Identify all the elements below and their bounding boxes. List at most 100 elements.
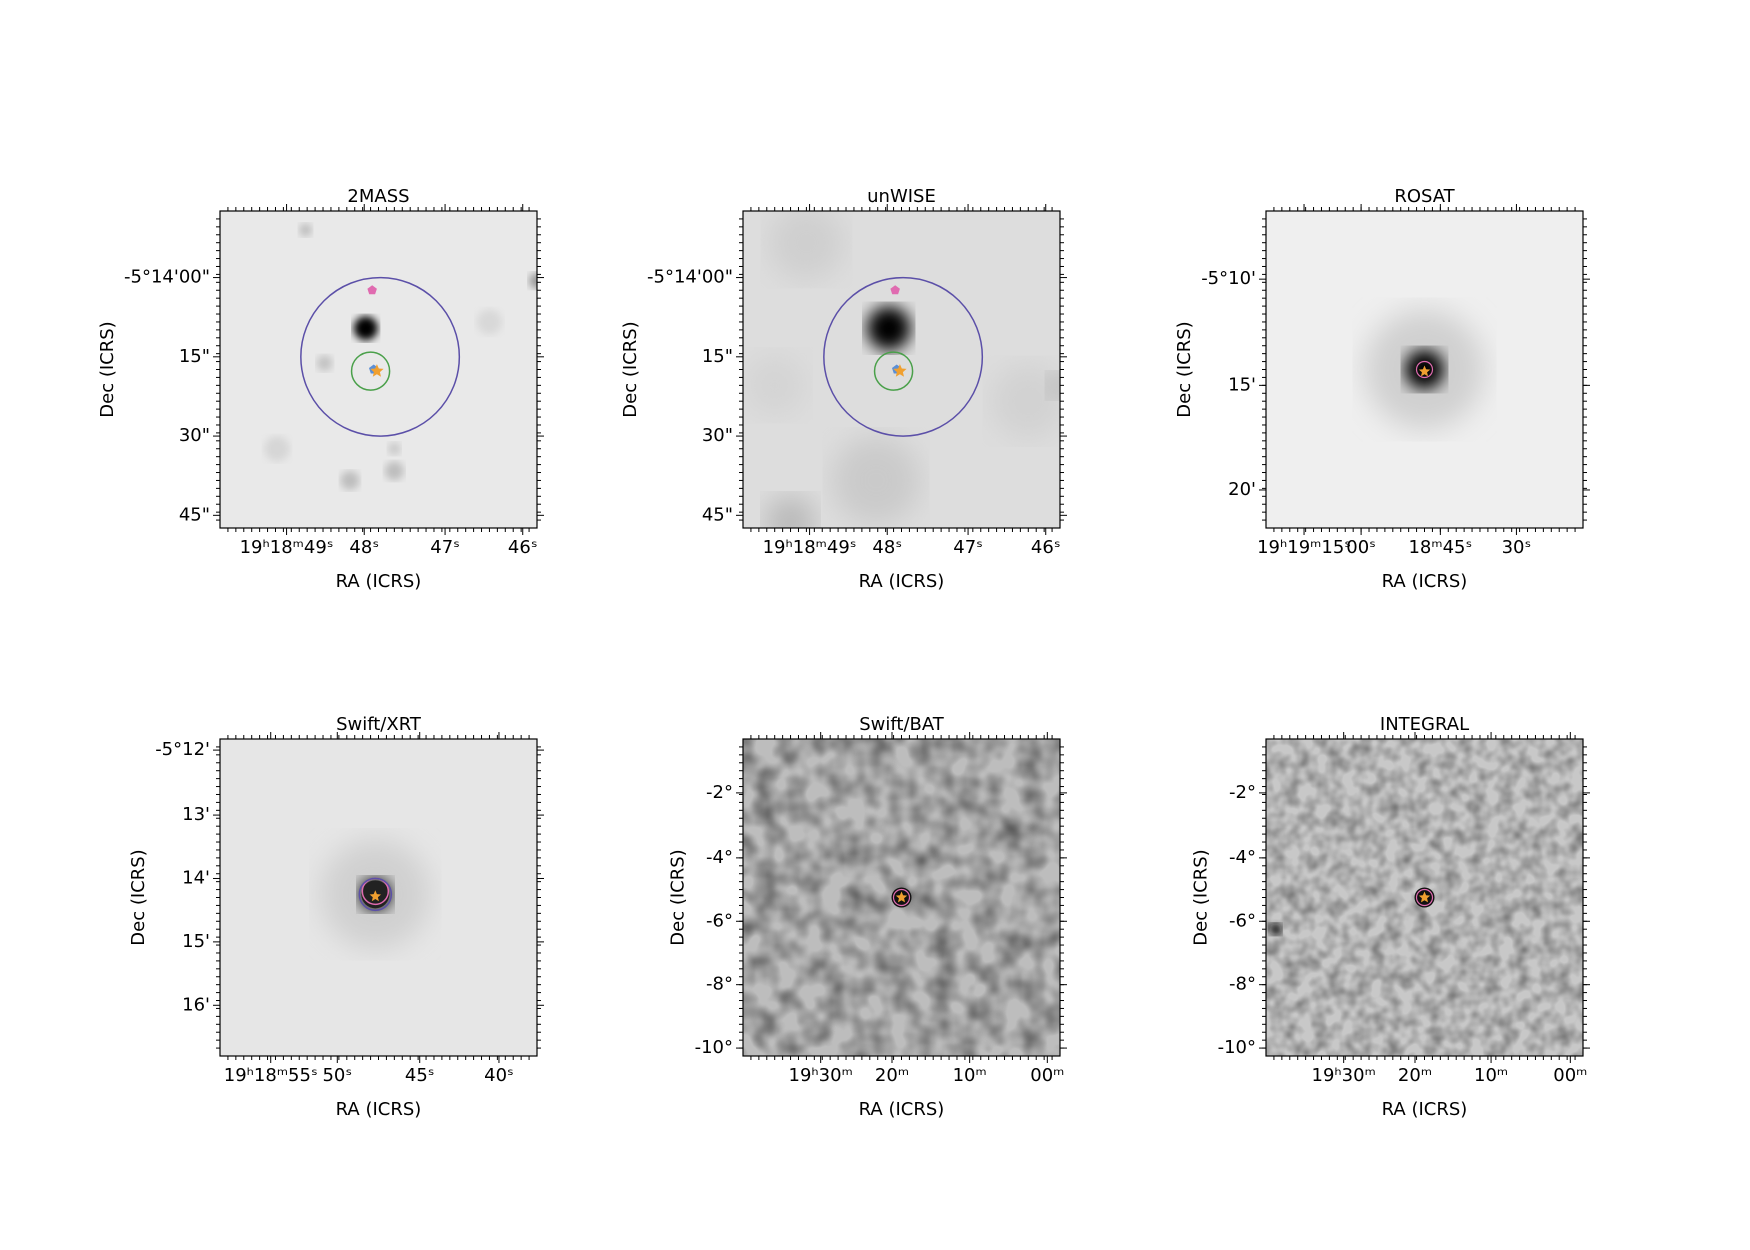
x-tick-label: 19ʰ18ᵐ49ˢ: [763, 537, 857, 558]
x-tick-label: 19ʰ18ᵐ55ˢ: [224, 1065, 318, 1086]
panel-title: INTEGRAL: [1380, 714, 1469, 735]
source-blob: [990, 363, 1060, 440]
x-tick-label: 48ˢ: [349, 537, 379, 558]
panel-title: ROSAT: [1394, 186, 1455, 207]
x-tick-label: 47ˢ: [430, 537, 460, 558]
x-axis-label: RA (ICRS): [336, 1099, 422, 1120]
y-tick-label: -5°14'00": [124, 267, 210, 288]
y-axis-label: Dec (ICRS): [1191, 849, 1212, 945]
marker-star: [895, 891, 908, 903]
x-tick-label: 45ˢ: [405, 1065, 435, 1086]
y-tick-label: 16': [182, 994, 210, 1015]
marker-star: [369, 890, 381, 902]
marker-star: [1418, 891, 1431, 903]
error-circle: [823, 276, 984, 437]
image: [1266, 739, 1583, 1056]
y-tick-label: 45": [702, 504, 733, 525]
y-tick-label: 15": [179, 346, 210, 367]
source-blob: [340, 470, 360, 490]
source-blob: [1047, 372, 1060, 399]
y-tick-label: 30": [179, 425, 210, 446]
y-tick-label: 15": [702, 346, 733, 367]
image: [220, 211, 537, 528]
x-tick-label: 40ˢ: [484, 1065, 514, 1086]
error-circle: [873, 351, 914, 391]
panel: INTEGRAL 19ʰ30ᵐ 20ᵐ 10ᵐ 00ᵐ -2° -4° -6° -8° -10° R…: [1191, 714, 1590, 1120]
source-blob: [529, 272, 537, 289]
x-axis-label: RA (ICRS): [1382, 571, 1468, 592]
x-axis-label: RA (ICRS): [859, 1099, 945, 1120]
panel-title: Swift/BAT: [859, 714, 945, 735]
source-blob: [316, 355, 333, 372]
source-blob: [831, 436, 921, 525]
marker-pentagon: [890, 285, 900, 295]
x-tick-label: 19ʰ18ᵐ49ˢ: [240, 537, 334, 558]
y-tick-label: -5°12': [155, 739, 210, 760]
source-blob: [768, 211, 845, 281]
panel: Swift/XRT 19ʰ18ᵐ55ˢ 50ˢ 45ˢ 40ˢ -5°12' 13' 14' 1…: [128, 714, 544, 1120]
y-tick-label: -5°14'00": [647, 267, 733, 288]
error-circle: [892, 888, 911, 907]
x-tick-label: 30ˢ: [1502, 537, 1532, 558]
image: [1266, 211, 1583, 528]
y-tick-label: -5°10': [1201, 268, 1256, 289]
y-tick-label: -8°: [1229, 974, 1256, 995]
x-tick-label: 20ᵐ: [1398, 1065, 1432, 1086]
x-tick-label: 00ᵐ: [1553, 1065, 1587, 1086]
x-tick-label: 46ˢ: [1031, 537, 1061, 558]
marker-star: [1418, 365, 1431, 377]
source-blob: [264, 436, 290, 462]
source-blob: [476, 309, 503, 335]
x-tick-label: 18ᵐ45ˢ: [1408, 537, 1472, 558]
y-tick-label: 30": [702, 425, 733, 446]
panel-title: unWISE: [867, 186, 936, 207]
source-blob: [388, 442, 401, 456]
x-tick-label: 46ˢ: [508, 537, 538, 558]
y-axis-label: Dec (ICRS): [128, 849, 149, 945]
x-tick-label: 50ˢ: [322, 1065, 352, 1086]
y-axis-label: Dec (ICRS): [620, 321, 641, 417]
y-tick-label: -4°: [706, 847, 733, 868]
x-tick-label: 48ˢ: [872, 537, 902, 558]
marker-star: [370, 364, 384, 377]
image: [743, 739, 1060, 1056]
panel: 2MASS 19ʰ18ᵐ49ˢ 48ˢ 47ˢ 46ˢ -5°14'00" 15" 30" 45…: [97, 186, 544, 592]
error-circle: [350, 351, 391, 391]
source-blob: [765, 496, 816, 528]
y-axis-label: Dec (ICRS): [1174, 321, 1195, 417]
y-tick-label: 15': [1228, 374, 1256, 395]
x-tick-label: 10ᵐ: [1474, 1065, 1508, 1086]
y-tick-label: -4°: [1229, 847, 1256, 868]
panel-title: 2MASS: [347, 186, 409, 207]
y-tick-label: 13': [182, 804, 210, 825]
source-blob: [743, 353, 807, 418]
error-circle: [1415, 888, 1434, 907]
x-tick-label: 00ᵐ: [1030, 1065, 1064, 1086]
x-tick-label: 47ˢ: [953, 537, 983, 558]
x-axis-label: RA (ICRS): [336, 571, 422, 592]
y-tick-label: 20': [1228, 479, 1256, 500]
image: [743, 211, 1060, 528]
source-blob: [384, 461, 404, 481]
y-tick-label: -8°: [706, 974, 733, 995]
source-blob: [1269, 923, 1282, 936]
image: [220, 739, 537, 1056]
y-tick-label: -10°: [695, 1037, 733, 1058]
x-tick-label: 19ʰ19ᵐ15ˢ: [1257, 537, 1351, 558]
x-tick-label: 10ᵐ: [953, 1065, 987, 1086]
error-circle: [300, 276, 461, 437]
panel: Swift/BAT 19ʰ30ᵐ 20ᵐ 10ᵐ 00ᵐ -2° -4° -6° -8° -10°…: [668, 714, 1067, 1120]
x-axis-label: RA (ICRS): [859, 571, 945, 592]
panel: unWISE 19ʰ18ᵐ49ˢ 48ˢ 47ˢ 46ˢ -5°14'00" 15" 30" 4…: [620, 186, 1067, 592]
marker-star: [893, 364, 907, 377]
marker-pentagon: [367, 285, 377, 295]
y-tick-label: 15': [182, 931, 210, 952]
y-tick-label: -2°: [1229, 782, 1256, 803]
y-axis-label: Dec (ICRS): [97, 321, 118, 417]
source-blob: [299, 223, 312, 237]
x-tick-label: 00ˢ: [1346, 537, 1376, 558]
panel-title: Swift/XRT: [336, 714, 422, 735]
y-tick-label: -6°: [706, 910, 733, 931]
